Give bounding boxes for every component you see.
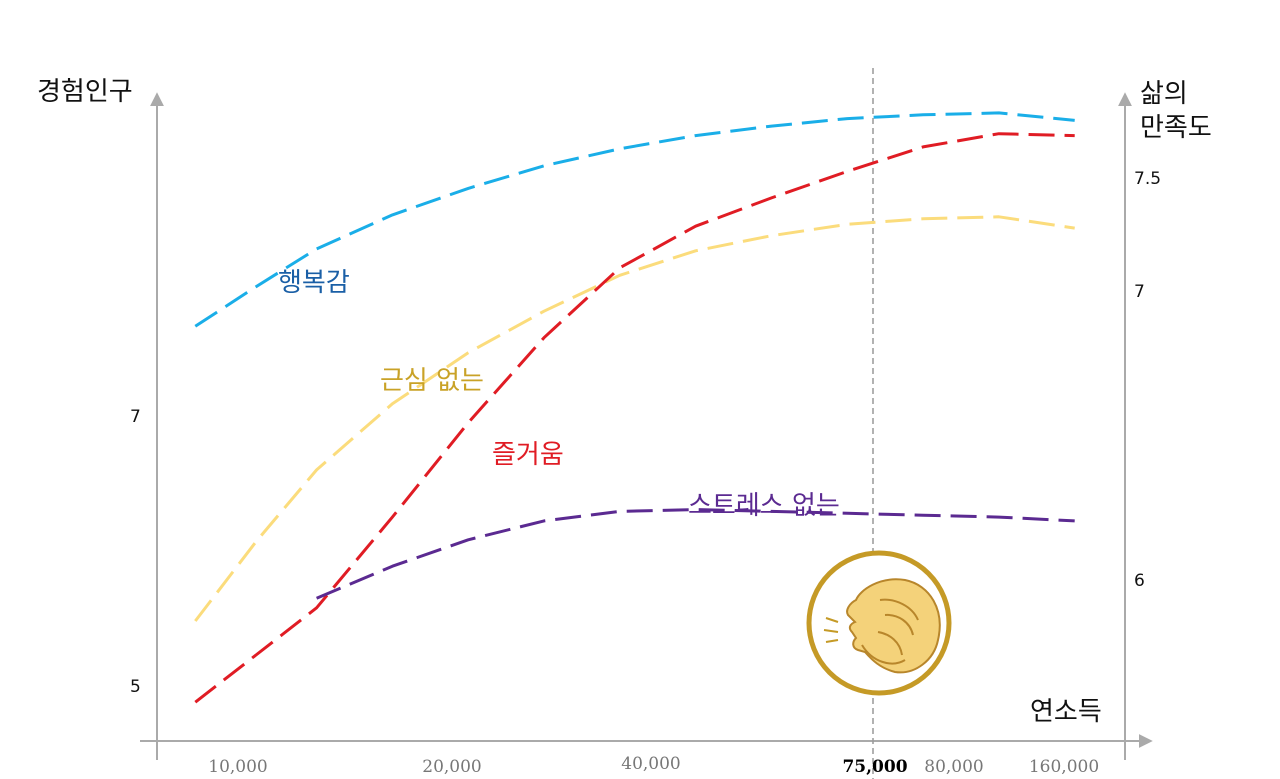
x-tick-20000: 20,000 bbox=[422, 757, 481, 777]
x-tick-75000: 75,000 bbox=[842, 757, 907, 777]
x-axis-title: 연소득 bbox=[1030, 697, 1102, 727]
series-label-happiness: 행복감 bbox=[278, 268, 350, 298]
series-label-worry-free: 근심 없는 bbox=[380, 366, 484, 396]
series-line-enjoyment bbox=[194, 132, 1075, 704]
series-line-stress-free bbox=[316, 508, 1075, 600]
y-right-axis-title-line1: 삶의 bbox=[1140, 79, 1188, 109]
x-tick-40000: 40,000 bbox=[621, 754, 680, 774]
x-tick-80000: 80,000 bbox=[924, 757, 983, 777]
y-left-tick-7: 7 bbox=[130, 407, 141, 427]
y-right-axis-title-line2: 만족도 bbox=[1140, 113, 1212, 143]
y-left-tick-5: 5 bbox=[130, 677, 141, 697]
series-label-stress-free: 스트레스 없는 bbox=[688, 491, 840, 521]
y-right-tick-6: 6 bbox=[1134, 571, 1145, 591]
y-right-tick-7-5: 7.5 bbox=[1134, 169, 1161, 189]
series-layer bbox=[194, 111, 1075, 704]
x-tick-160000: 160,000 bbox=[1029, 757, 1099, 777]
y-left-axis-title: 경험인구 bbox=[37, 77, 133, 107]
series-label-enjoyment: 즐거움 bbox=[492, 440, 564, 470]
nobel-medal-icon bbox=[806, 550, 952, 696]
series-line-worry-free bbox=[194, 215, 1075, 622]
x-tick-10000: 10,000 bbox=[208, 757, 267, 777]
y-right-tick-7: 7 bbox=[1134, 282, 1145, 302]
series-line-happiness bbox=[194, 111, 1075, 328]
